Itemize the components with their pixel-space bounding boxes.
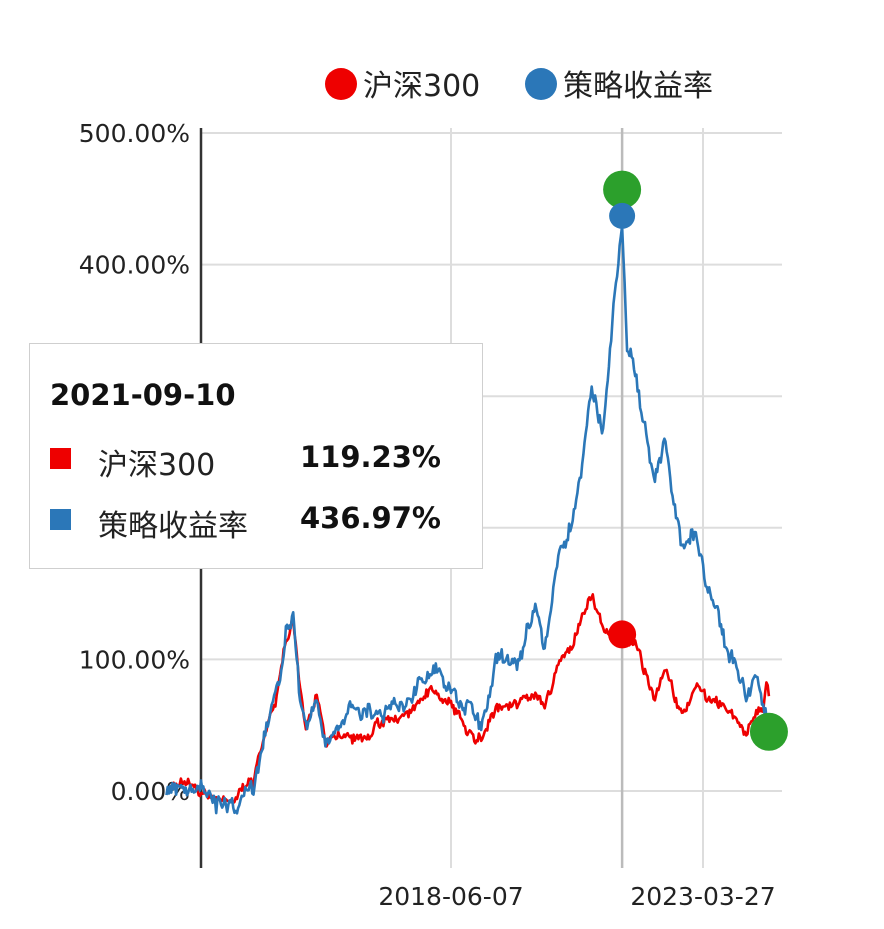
- tooltip-row-index: 沪深300 119.23%: [50, 440, 470, 483]
- marker-max[interactable]: [603, 170, 642, 209]
- hover-tooltip: 2021-09-10 沪深300 119.23% 策略收益率 436.97%: [29, 343, 483, 569]
- x-tick-label: 2023-03-27: [630, 882, 775, 911]
- series-layer: [165, 224, 771, 815]
- y-tick-label: 0.00%: [111, 777, 190, 806]
- legend-swatch: [525, 68, 557, 100]
- legend-item[interactable]: 策略收益率: [525, 68, 713, 104]
- tooltip-series-value: 436.97%: [300, 501, 441, 535]
- marker-hover[interactable]: [609, 202, 636, 229]
- marker-hover[interactable]: [608, 620, 637, 649]
- tooltip-swatch-index: [50, 448, 71, 469]
- y-tick-label: 400.00%: [79, 251, 190, 280]
- y-tick-label: 100.00%: [79, 645, 190, 674]
- tooltip-swatch-strategy: [50, 509, 71, 530]
- tooltip-series-value: 119.23%: [300, 440, 441, 474]
- series-line-strategy: [165, 224, 771, 815]
- tooltip-series-name: 沪深300: [98, 448, 216, 483]
- tooltip-row-strategy: 策略收益率 436.97%: [50, 501, 470, 544]
- legend-swatch: [325, 68, 357, 100]
- marker-min[interactable]: [749, 712, 788, 751]
- axis-layer: 500.00% 400.00% 100.00% 0.00% 2018-06-07 2023…: [79, 119, 776, 911]
- marker-layer: [603, 170, 788, 751]
- tooltip-date: 2021-09-10: [50, 378, 236, 412]
- legend-label: 沪深300: [363, 69, 480, 104]
- legend-label: 策略收益率: [563, 69, 713, 104]
- y-tick-label: 500.00%: [79, 119, 190, 148]
- legend-item[interactable]: 沪深300: [325, 68, 480, 104]
- x-tick-label: 2018-06-07: [378, 882, 523, 911]
- legend[interactable]: 沪深300 策略收益率: [325, 68, 713, 104]
- tooltip-series-name: 策略收益率: [98, 509, 248, 544]
